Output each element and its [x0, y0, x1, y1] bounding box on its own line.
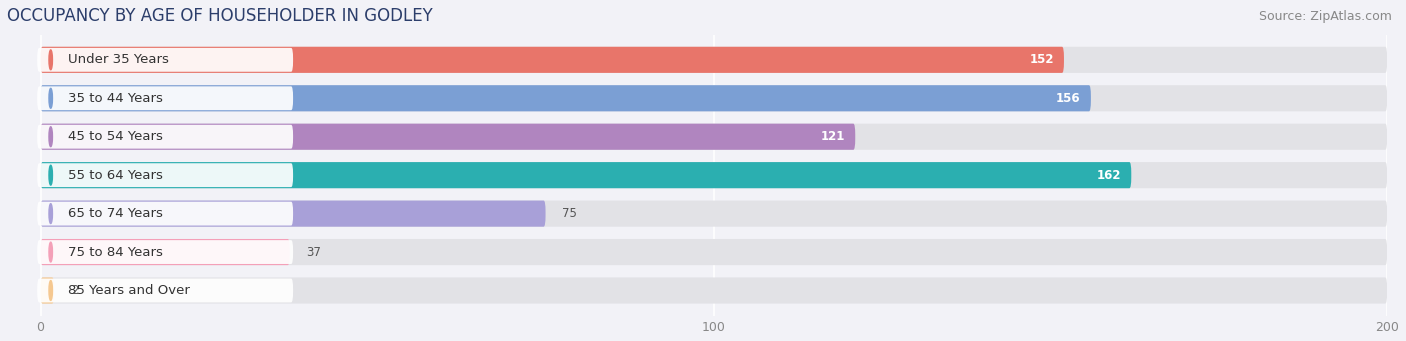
Text: 162: 162 [1097, 169, 1121, 182]
Circle shape [49, 204, 52, 224]
Text: OCCUPANCY BY AGE OF HOUSEHOLDER IN GODLEY: OCCUPANCY BY AGE OF HOUSEHOLDER IN GODLE… [7, 7, 433, 25]
Text: Under 35 Years: Under 35 Years [67, 53, 169, 66]
FancyBboxPatch shape [41, 162, 1132, 188]
Circle shape [49, 88, 52, 108]
FancyBboxPatch shape [41, 201, 546, 227]
Text: 45 to 54 Years: 45 to 54 Years [67, 130, 163, 143]
Text: 2: 2 [70, 284, 79, 297]
FancyBboxPatch shape [37, 48, 292, 72]
FancyBboxPatch shape [41, 239, 290, 265]
FancyBboxPatch shape [41, 124, 855, 150]
FancyBboxPatch shape [37, 163, 292, 187]
Text: 35 to 44 Years: 35 to 44 Years [67, 92, 163, 105]
Circle shape [49, 127, 52, 147]
Circle shape [49, 281, 52, 300]
FancyBboxPatch shape [37, 202, 292, 225]
FancyBboxPatch shape [41, 85, 1388, 112]
Text: 37: 37 [307, 246, 322, 258]
FancyBboxPatch shape [41, 162, 1388, 188]
Text: 85 Years and Over: 85 Years and Over [67, 284, 190, 297]
Text: 121: 121 [821, 130, 845, 143]
FancyBboxPatch shape [41, 85, 1091, 112]
FancyBboxPatch shape [37, 240, 292, 264]
Circle shape [49, 242, 52, 262]
FancyBboxPatch shape [41, 47, 1388, 73]
Text: 156: 156 [1056, 92, 1081, 105]
FancyBboxPatch shape [41, 47, 1064, 73]
FancyBboxPatch shape [37, 279, 292, 302]
Text: 152: 152 [1029, 53, 1054, 66]
Text: 65 to 74 Years: 65 to 74 Years [67, 207, 163, 220]
FancyBboxPatch shape [37, 125, 292, 149]
FancyBboxPatch shape [41, 201, 1388, 227]
FancyBboxPatch shape [41, 278, 53, 303]
FancyBboxPatch shape [41, 124, 1388, 150]
Circle shape [49, 165, 52, 185]
Text: 55 to 64 Years: 55 to 64 Years [67, 169, 163, 182]
FancyBboxPatch shape [37, 86, 292, 110]
Text: Source: ZipAtlas.com: Source: ZipAtlas.com [1258, 10, 1392, 23]
Text: 75 to 84 Years: 75 to 84 Years [67, 246, 163, 258]
Text: 75: 75 [562, 207, 578, 220]
FancyBboxPatch shape [41, 239, 1388, 265]
FancyBboxPatch shape [41, 278, 1388, 303]
Circle shape [49, 50, 52, 70]
